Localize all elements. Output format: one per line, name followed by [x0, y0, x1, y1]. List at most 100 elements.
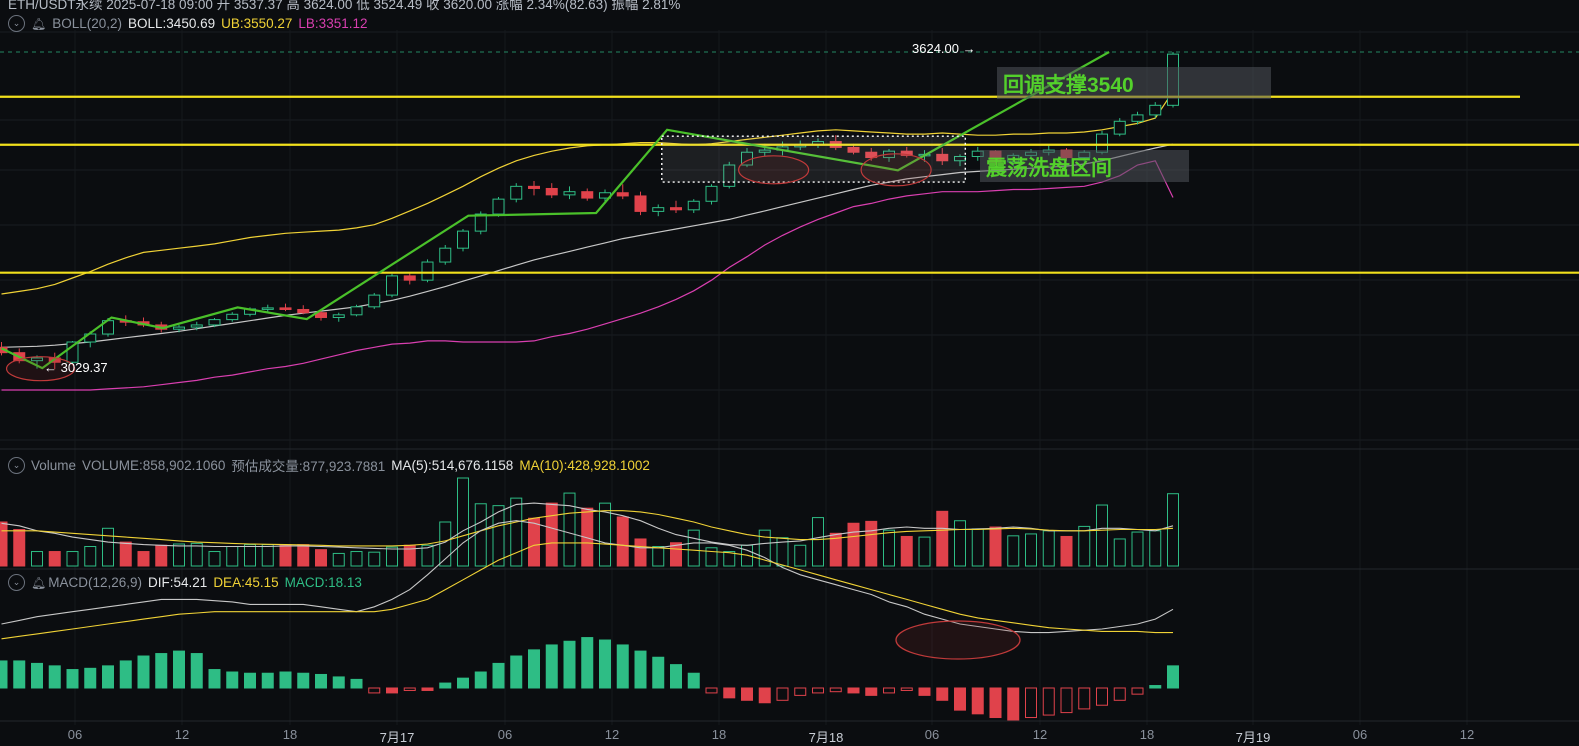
x-tick-label: 18	[711, 727, 727, 742]
volume-bar	[865, 520, 878, 567]
volume-estimate: 预估成交量:877,923.7881	[231, 459, 386, 474]
bell-icon[interactable]: 🔔︎	[31, 16, 47, 31]
volume-bar	[652, 546, 665, 567]
volume-bar	[1113, 538, 1126, 567]
macd-histogram-bar	[528, 649, 540, 689]
macd-histogram-bar	[1078, 687, 1091, 710]
candle-body	[528, 185, 540, 189]
macd-histogram-bar	[1131, 687, 1144, 695]
macd-histogram-bar	[758, 687, 771, 704]
macd-histogram-bar	[723, 687, 736, 699]
candle-body	[457, 230, 469, 249]
boll-title: BOLL(20,2)	[52, 16, 123, 31]
volume-bar	[581, 507, 594, 567]
macd-histogram-bar	[474, 671, 487, 689]
macd-histogram-bar	[687, 672, 700, 689]
x-tick-label: 12	[1032, 727, 1048, 742]
macd-histogram-bar	[989, 687, 1002, 719]
range-annotation[interactable]: 震荡洗盘区间	[980, 150, 1189, 182]
macd-histogram-bar	[1096, 687, 1108, 706]
volume-bar	[137, 551, 150, 567]
candle-body	[173, 326, 185, 330]
chevron-down-icon[interactable]: ⌄	[8, 15, 25, 32]
macd-histogram-bar	[1007, 687, 1020, 721]
candle-body	[758, 149, 771, 153]
x-tick-label: 12	[1459, 727, 1475, 742]
horizontal-lines[interactable]	[0, 95, 1579, 274]
candle-body	[545, 187, 558, 196]
volume-bar	[48, 551, 61, 567]
x-tick-label: 06	[67, 727, 83, 742]
candlesticks[interactable]	[0, 52, 1179, 370]
macd-histogram-bar	[900, 687, 913, 691]
macd-histogram-bar	[386, 687, 398, 694]
volume-bar	[208, 551, 221, 567]
volume-bar	[119, 541, 132, 567]
volume-bar	[1096, 504, 1108, 567]
x-tick-label: 06	[1352, 727, 1368, 742]
candle-body	[1149, 104, 1162, 116]
chevron-down-icon[interactable]: ⌄	[8, 456, 25, 474]
candle-body	[279, 307, 292, 310]
macd-title: MACD(12,26,9)	[48, 575, 143, 590]
macd-histogram-bar	[403, 687, 416, 691]
x-tick-label: 06	[497, 727, 513, 742]
low-price-label: ← 3029.37	[44, 360, 108, 375]
x-tick-label: 12	[604, 727, 620, 742]
macd-histogram-bar	[421, 687, 434, 691]
macd-header: ⌄ 🔔︎ MACD(12,26,9) DIF:54.21 DEA:45.15 M…	[8, 574, 362, 591]
trend-zigzag[interactable]	[1, 51, 1110, 382]
volume-bar	[0, 521, 8, 567]
volume-bar	[457, 477, 469, 567]
candle-body	[386, 275, 398, 296]
candle-body	[634, 195, 647, 212]
macd-histogram-bar	[510, 655, 523, 689]
volume-bar	[1149, 530, 1162, 567]
x-tick-label: 7月17	[379, 730, 415, 745]
macd-histogram-bar	[705, 687, 718, 694]
volume-bar	[883, 529, 895, 567]
macd-histogram-bar	[634, 650, 647, 689]
macd-histogram-bar	[829, 687, 842, 693]
volume-header: ⌄ Volume VOLUME:858,902.1060 预估成交量:877,9…	[8, 455, 650, 475]
macd-histogram-bar	[190, 653, 203, 689]
volume-ma10-line	[1, 510, 1174, 547]
support-annotation[interactable]: 回调支撑3540	[997, 67, 1271, 99]
volume-bar	[900, 535, 913, 567]
volume-bar	[687, 529, 700, 567]
macd-dif-line	[1, 520, 1174, 634]
low-price-value: 3029.37	[60, 360, 108, 375]
macd-histogram-bar	[741, 687, 753, 701]
candle-body	[563, 191, 576, 196]
volume-bar	[173, 543, 185, 567]
candle-body	[687, 200, 700, 211]
candle-body	[900, 150, 913, 156]
volume-bar	[474, 503, 487, 567]
macd-histogram-bar	[48, 665, 61, 689]
boll-lb: LB:3351.12	[298, 16, 368, 31]
volume-bar	[31, 551, 43, 567]
volume-bar	[421, 544, 434, 567]
x-tick-label: 7月18	[808, 730, 844, 745]
candle-body	[31, 357, 43, 362]
volume-bar	[794, 544, 807, 567]
macd-histogram-bar	[847, 687, 860, 694]
macd-histogram-bar	[0, 660, 8, 689]
volume-bar	[936, 510, 949, 567]
volume-value: VOLUME:858,902.1060	[82, 457, 226, 473]
macd-histogram	[0, 520, 1179, 721]
candle-body	[705, 185, 718, 202]
macd-histogram-bar	[865, 687, 878, 696]
macd-histogram-bar	[652, 656, 665, 689]
bell-icon[interactable]: 🔔︎	[31, 575, 47, 590]
macd-histogram-bar	[1149, 685, 1162, 689]
volume-bar	[545, 502, 558, 567]
chevron-down-icon[interactable]: ⌄	[8, 574, 25, 591]
macd-histogram-bar	[226, 671, 239, 689]
candle-body	[403, 275, 416, 281]
volume-bar	[1167, 493, 1179, 567]
macd-histogram-bar	[457, 677, 469, 689]
highlight-ellipse	[5, 356, 76, 382]
macd-histogram-bar	[279, 671, 292, 689]
